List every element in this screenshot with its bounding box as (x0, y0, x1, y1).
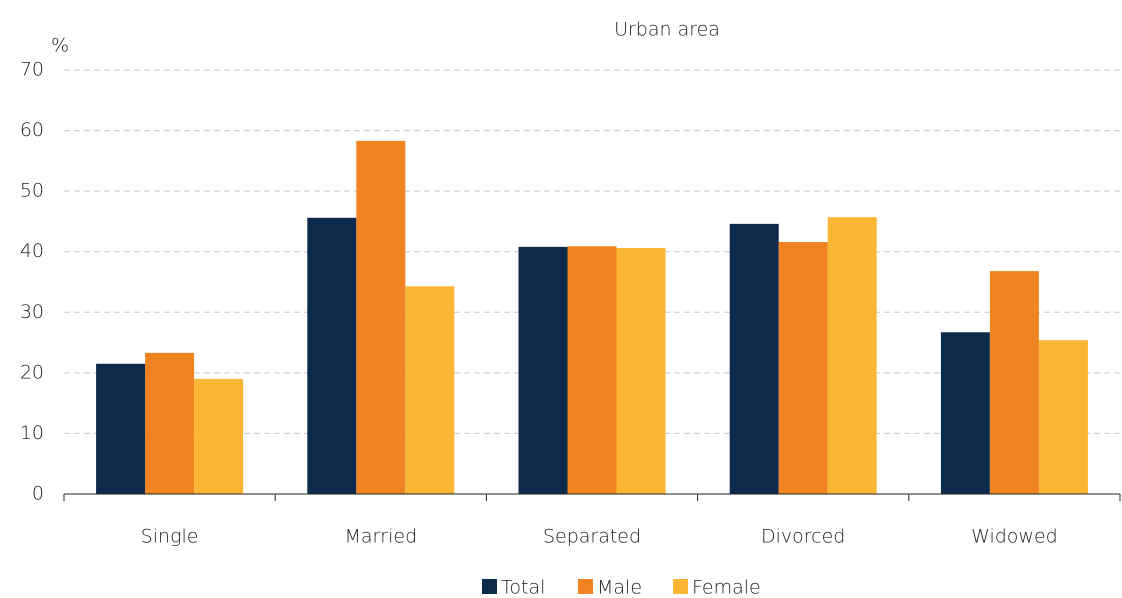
bar (194, 378, 244, 494)
bar (989, 271, 1039, 494)
y-axis-label: % (51, 35, 69, 57)
y-tick-label: 40 (20, 240, 44, 262)
bar (518, 246, 568, 494)
y-tick-label: 60 (20, 119, 44, 141)
y-tick-label: 20 (20, 361, 44, 383)
bar (405, 286, 455, 494)
legend-label: Female (692, 577, 761, 598)
bar (940, 332, 990, 494)
bar (145, 352, 195, 494)
x-tick-label: Single (141, 526, 199, 548)
x-tick-label: Separated (543, 526, 641, 548)
bar (729, 223, 779, 494)
legend-label: Total (501, 577, 545, 598)
y-tick-label: 70 (20, 59, 44, 81)
y-tick-label: 50 (20, 180, 44, 202)
chart-title: Urban area (614, 19, 720, 41)
x-tick-label: Married (344, 526, 417, 548)
bar (96, 363, 146, 494)
x-tick-label: Divorced (761, 526, 845, 548)
bar (307, 217, 357, 494)
bar (827, 217, 877, 494)
bar (1038, 340, 1088, 494)
y-tick-label: 0 (32, 483, 44, 505)
y-tick-label: 30 (20, 301, 44, 323)
legend-label: Male (597, 577, 642, 598)
legend-swatch (482, 579, 497, 594)
bar (778, 242, 828, 494)
bar (356, 140, 406, 494)
legend-swatch (578, 579, 593, 594)
bar (616, 248, 666, 494)
legend-swatch (673, 579, 688, 594)
bar (567, 246, 617, 494)
y-tick-label: 10 (20, 422, 44, 444)
x-tick-label: Widowed (971, 526, 1058, 548)
